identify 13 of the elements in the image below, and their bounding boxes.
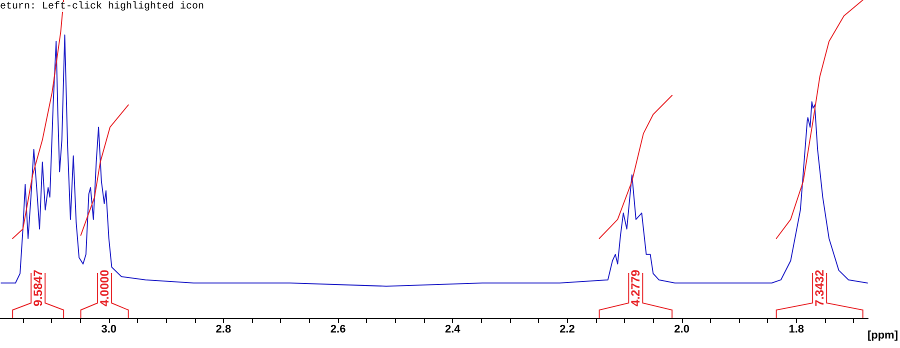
x-axis-title: [ppm] [867,330,898,342]
annotation: eturn: Left-click highlighted icon [0,0,204,12]
x-tick-label: 3.0 [101,324,117,336]
x-tick-label: 2.0 [674,324,690,336]
x-tick-label: 1.8 [788,324,804,336]
annotation: 9.5847 [31,269,46,306]
x-tick-label: 2.2 [560,324,575,336]
annotation: 4.2779 [628,269,643,306]
x-tick-label: 2.4 [444,324,462,336]
annotation: 4.0000 [98,269,112,306]
annotation: 7.3432 [812,269,827,306]
x-tick-label: 2.8 [216,324,232,336]
x-tick-label: 2.6 [330,324,346,336]
